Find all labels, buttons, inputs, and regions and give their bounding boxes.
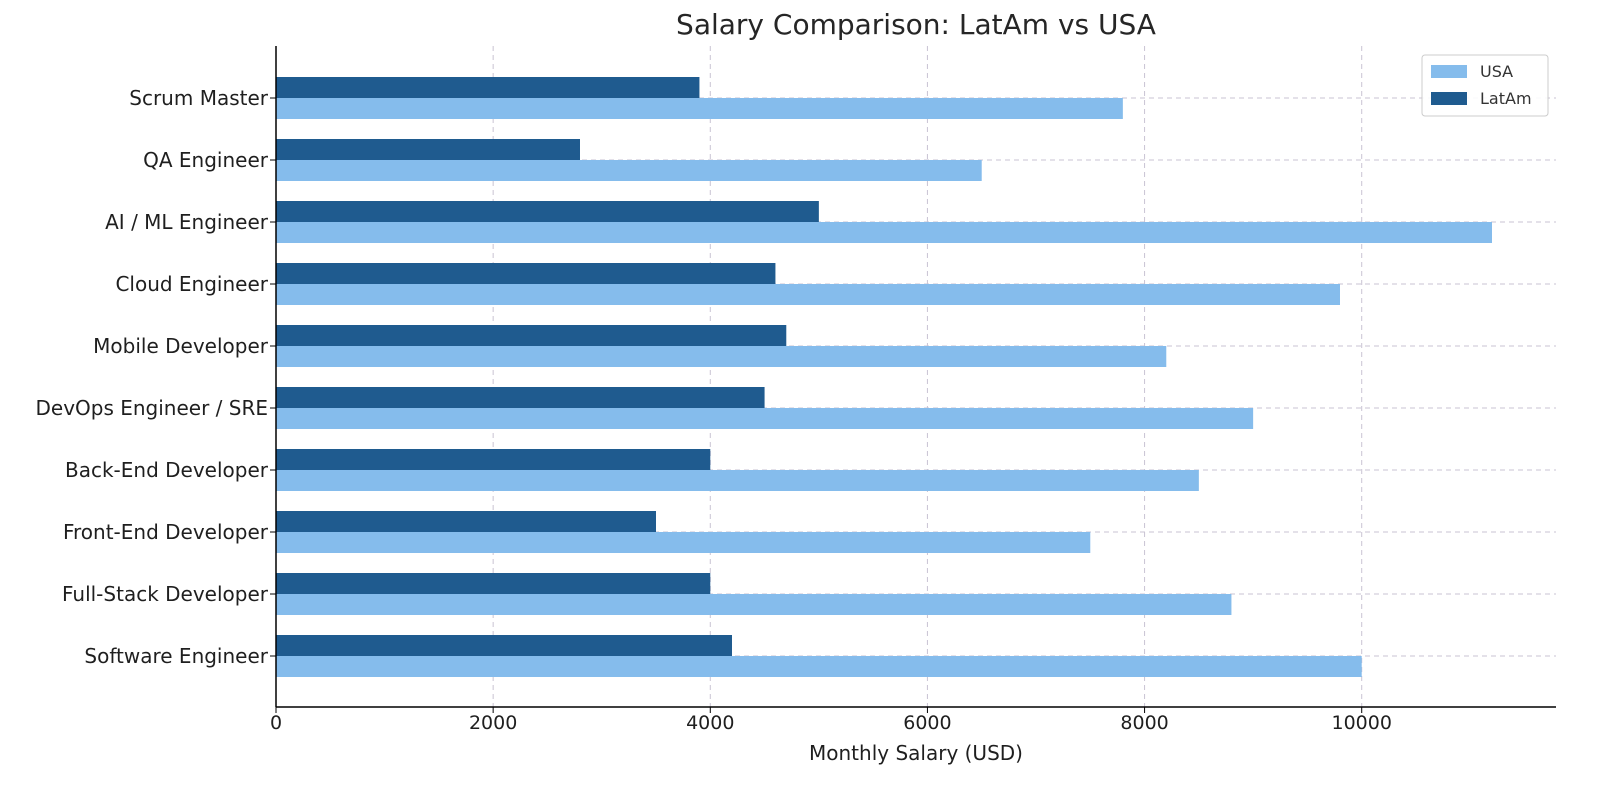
legend-label-latam: LatAm — [1480, 89, 1532, 108]
x-axis-title: Monthly Salary (USD) — [809, 741, 1023, 765]
bar-usa-ai-ml-engineer — [276, 222, 1492, 243]
bar-usa-front-end-developer — [276, 532, 1091, 553]
bar-latam-devops-engineer-sre — [276, 387, 765, 408]
category-label-devops-engineer-sre: DevOps Engineer / SRE — [35, 396, 268, 420]
bar-latam-full-stack-developer — [276, 573, 711, 594]
bar-usa-back-end-developer — [276, 470, 1199, 491]
category-label-mobile-developer: Mobile Developer — [93, 334, 269, 358]
bar-latam-cloud-engineer — [276, 263, 776, 284]
bar-latam-qa-engineer — [276, 139, 580, 160]
legend-label-usa: USA — [1480, 62, 1513, 81]
bar-usa-qa-engineer — [276, 160, 982, 181]
x-tick-label-10000: 10000 — [1331, 712, 1391, 734]
bar-layer — [276, 77, 1492, 677]
bar-usa-full-stack-developer — [276, 594, 1232, 615]
x-tick-label-4000: 4000 — [686, 712, 734, 734]
category-label-software-engineer: Software Engineer — [84, 644, 268, 668]
x-tick-label-2000: 2000 — [469, 712, 517, 734]
bar-latam-ai-ml-engineer — [276, 201, 819, 222]
category-label-scrum-master: Scrum Master — [129, 86, 269, 110]
category-label-front-end-developer: Front-End Developer — [63, 520, 269, 544]
legend: USA LatAm — [1421, 54, 1549, 117]
legend-swatch-usa — [1431, 65, 1467, 78]
bar-latam-software-engineer — [276, 635, 732, 656]
bar-usa-scrum-master — [276, 98, 1123, 119]
label-layer: 0 2000 4000 6000 8000 10000 Scrum Master QA Eng… — [35, 86, 1391, 734]
bar-latam-back-end-developer — [276, 449, 711, 470]
bar-usa-cloud-engineer — [276, 284, 1340, 305]
bar-latam-mobile-developer — [276, 325, 787, 346]
category-label-full-stack-developer: Full-Stack Developer — [62, 582, 269, 606]
legend-swatch-latam — [1431, 92, 1467, 105]
bar-usa-software-engineer — [276, 656, 1362, 677]
axis-layer — [270, 46, 1556, 713]
category-label-cloud-engineer: Cloud Engineer — [115, 272, 268, 296]
category-label-ai-ml-engineer: AI / ML Engineer — [105, 210, 269, 234]
bar-latam-scrum-master — [276, 77, 700, 98]
x-tick-label-0: 0 — [270, 712, 282, 734]
bar-usa-mobile-developer — [276, 346, 1167, 367]
x-tick-label-8000: 8000 — [1120, 712, 1168, 734]
category-label-qa-engineer: QA Engineer — [143, 148, 269, 172]
x-tick-label-6000: 6000 — [903, 712, 951, 734]
bar-latam-front-end-developer — [276, 511, 656, 532]
chart-title: Salary Comparison: LatAm vs USA — [676, 8, 1156, 41]
bar-usa-devops-engineer-sre — [276, 408, 1254, 429]
category-label-back-end-developer: Back-End Developer — [65, 458, 269, 482]
